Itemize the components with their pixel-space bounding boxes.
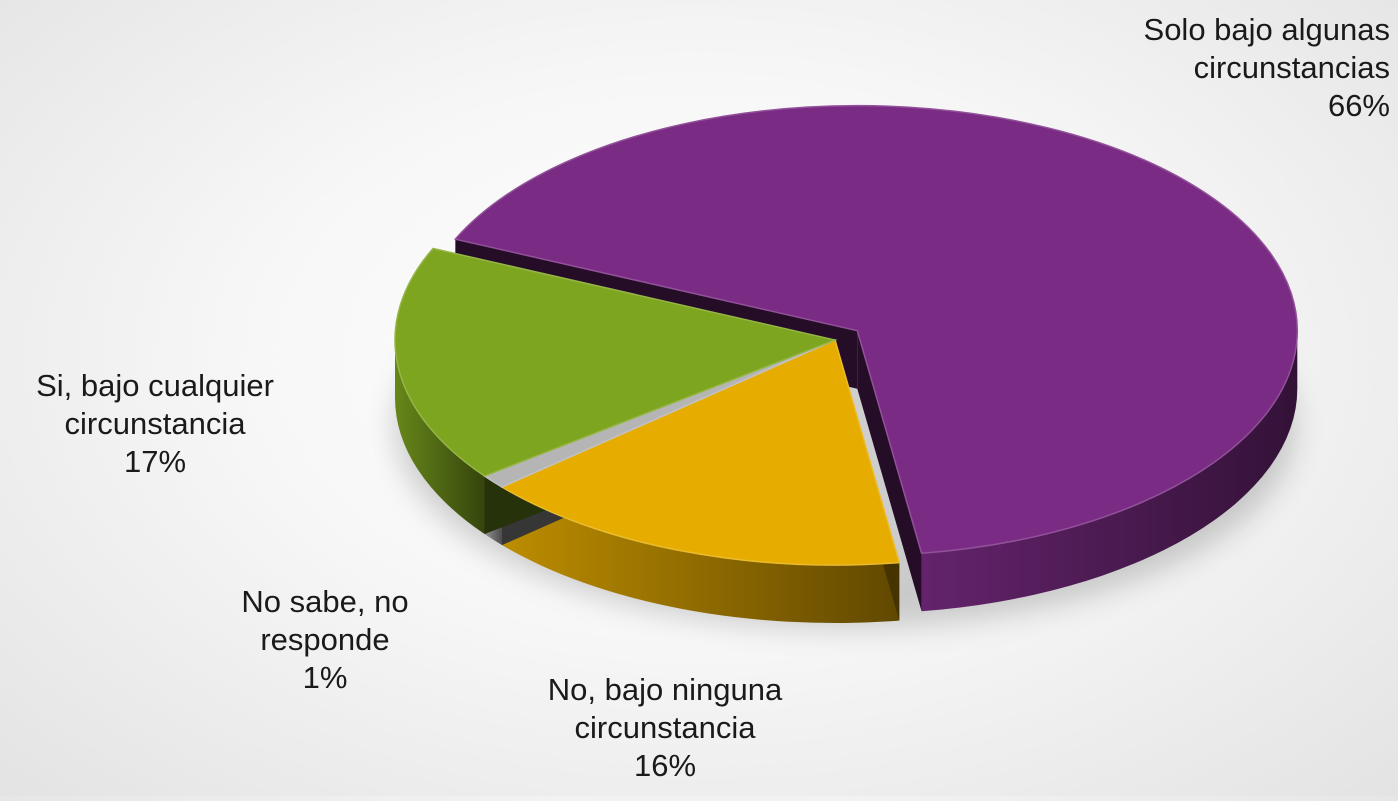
data-label-line: circunstancia bbox=[65, 406, 247, 441]
data-labels: Solo bajo algunas circunstancias 66% No, ba… bbox=[36, 12, 1390, 783]
pie-slice-solo-bajo-algunas bbox=[453, 104, 1299, 555]
data-label-percent: 66% bbox=[1328, 88, 1390, 123]
data-label-percent: 17% bbox=[124, 444, 186, 479]
data-label-line: responde bbox=[260, 622, 389, 657]
data-label-line: circunstancia bbox=[575, 710, 757, 745]
data-label-line: No, bajo ninguna bbox=[548, 672, 783, 707]
pie-slice-side-si-bajo-cualquier bbox=[395, 340, 485, 535]
data-label-no-sabe: No sabe, no responde 1% bbox=[241, 584, 408, 695]
pie-slice-tops bbox=[394, 104, 1299, 566]
data-label-percent: 1% bbox=[303, 660, 348, 695]
pie-slice-cut-solo-bajo-algunas bbox=[857, 330, 922, 612]
pie-slice-no-bajo-ninguna bbox=[500, 338, 901, 566]
data-label-si-bajo-cualquier: Si, bajo cualquier circunstancia 17% bbox=[36, 368, 274, 479]
data-label-no-bajo-ninguna: No, bajo ninguna circunstancia 16% bbox=[548, 672, 783, 783]
data-label-solo-bajo-algunas: Solo bajo algunas circunstancias 66% bbox=[1144, 12, 1390, 123]
data-label-line: Solo bajo algunas bbox=[1144, 12, 1390, 47]
data-label-line: circunstancias bbox=[1194, 50, 1390, 85]
pie-slice-si-bajo-cualquier bbox=[394, 247, 838, 477]
data-label-line: Si, bajo cualquier bbox=[36, 368, 274, 403]
data-label-line: No sabe, no bbox=[241, 584, 408, 619]
data-label-percent: 16% bbox=[634, 748, 696, 783]
